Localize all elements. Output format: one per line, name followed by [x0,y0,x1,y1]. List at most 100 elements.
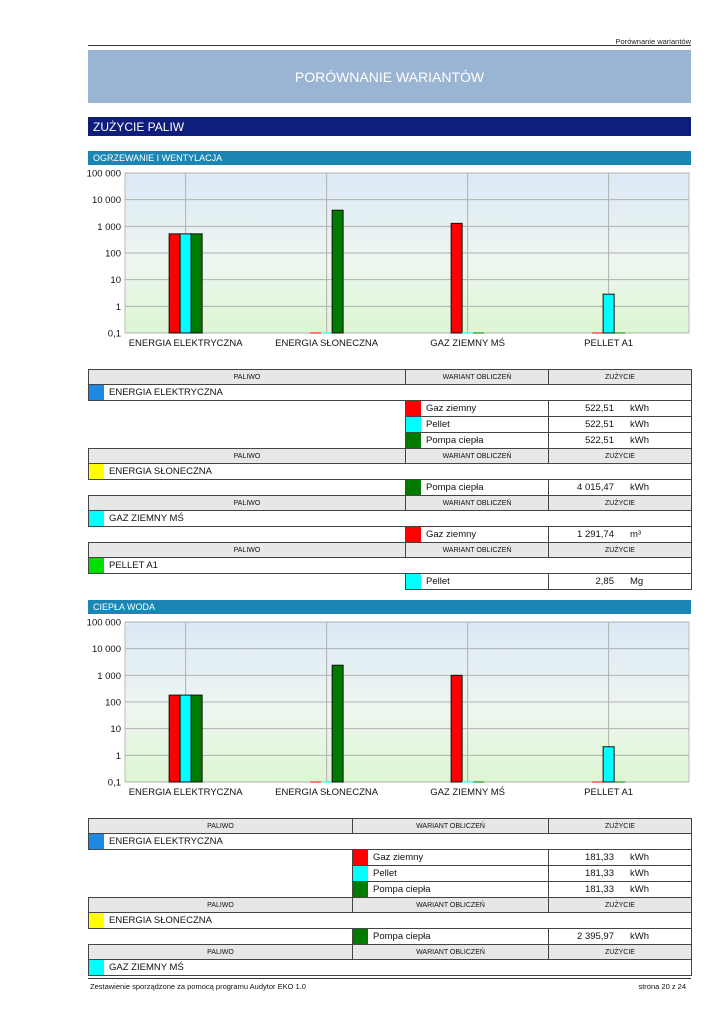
consumption-value: 522,51 [584,419,614,430]
consumption-value: 2,85 [595,576,615,587]
y-tick-label: 0,1 [108,778,121,789]
fuel-color-swatch [89,960,104,975]
y-tick-label: 100 000 [87,169,121,180]
y-tick-label: 1 [116,751,121,762]
column-header-label: PALIWO [233,546,261,554]
empty-cell [89,850,353,866]
column-header: WARIANT OBLICZEŃ [405,542,549,558]
y-tick-label: 0,1 [108,329,121,340]
fuel-cell: ENERGIA ELEKTRYCZNA [88,384,692,401]
column-header-label: WARIANT OBLICZEŃ [442,452,512,460]
variant-color-swatch [353,866,368,881]
consumption-cell: 2,85 Mg [548,573,692,590]
variant-color-swatch [353,882,368,897]
variant-row: Pompa ciepła 181,33 kWh [89,881,692,898]
consumption-unit: kWh [630,435,649,446]
variant-row: Pompa ciepła 522,51 kWh [89,432,692,449]
consumption-cell: 522,51 kWh [548,432,692,449]
variant-row: Pellet 522,51 kWh [89,416,692,433]
fuel-row: ENERGIA ELEKTRYCZNA [88,833,692,850]
column-header: PALIWO [88,818,353,834]
variant-name: Gaz ziemny [426,403,477,414]
footer-note: Zestawienie sporządzone za pomocą progra… [90,982,306,991]
consumption-value: 181,33 [584,852,614,863]
y-tick-label: 100 000 [87,618,121,629]
footer-rule [88,978,691,979]
column-header-label: ZUŻYCIE [605,822,635,830]
fuel-row: ENERGIA SŁONECZNA [88,463,692,480]
bar [179,694,192,783]
title-band: PORÓWNANIE WARIANTÓW [88,50,691,103]
fuel-row: ENERGIA SŁONECZNA [88,912,692,929]
table-header-row: PALIWO WARIANT OBLICZEŃ ZUŻYCIE [88,542,692,558]
subsection-title-hotwater: CIEPŁA WODA [93,602,156,612]
column-header: ZUŻYCIE [548,944,692,960]
consumption-value: 1 291,74 [577,529,614,540]
variant-row: Gaz ziemny 522,51 kWh [89,400,692,417]
x-tick-label: PELLET A1 [584,787,633,798]
consumption-unit: Mg [630,576,644,587]
variant-color-swatch [406,527,421,542]
variant-color-swatch [406,433,421,448]
variant-cell: Pellet [405,416,549,433]
y-tick-label: 10 000 [92,195,121,206]
column-header: ZUŻYCIE [548,495,692,511]
column-header-label: ZUŻYCIE [605,901,635,909]
column-header: ZUŻYCIE [548,818,692,834]
empty-cell [89,527,406,543]
variant-color-swatch [353,850,368,865]
y-tick-label: 10 [110,275,121,286]
page-title: PORÓWNANIE WARIANTÓW [294,69,485,85]
column-header: WARIANT OBLICZEŃ [405,369,549,385]
y-tick-label: 100 [105,698,121,709]
variant-cell: Pompa ciepła [405,432,549,449]
variant-color-swatch [406,574,421,589]
fuel-name: PELLET A1 [109,560,158,571]
column-header: WARIANT OBLICZEŃ [352,818,549,834]
column-header-label: WARIANT OBLICZEŃ [416,822,485,830]
column-header-label: WARIANT OBLICZEŃ [442,373,512,381]
fuel-color-swatch [89,558,104,573]
consumption-value: 522,51 [584,435,614,446]
section-title: ZUŻYCIE PALIW [93,120,185,134]
variant-color-swatch [406,480,421,495]
fuel-cell: ENERGIA SŁONECZNA [88,912,692,929]
consumption-unit: kWh [630,884,649,895]
consumption-value: 181,33 [584,884,614,895]
x-tick-label: GAZ ZIEMNY MŚ [430,337,505,349]
column-header: WARIANT OBLICZEŃ [352,944,549,960]
column-header-label: PALIWO [233,452,261,460]
consumption-unit: kWh [630,403,649,414]
fuel-cell: PELLET A1 [88,557,692,574]
consumption-unit: kWh [630,931,649,942]
x-tick-label: ENERGIA ELEKTRYCZNA [129,338,244,349]
column-header: WARIANT OBLICZEŃ [352,897,549,913]
x-tick-label: ENERGIA SŁONECZNA [275,338,379,349]
chart-svg: 100 000 10 000 1 000 100 10 1 0,1 ENERGIA ELEKT… [87,618,690,798]
column-header: PALIWO [88,495,406,511]
table-hotwater: PALIWO WARIANT OBLICZEŃ ZUŻYCIE ENERGIA ELE… [88,818,692,976]
bar [179,233,192,334]
fuel-name: ENERGIA SŁONECZNA [109,466,212,477]
variant-name: Pellet [426,576,450,587]
table-header-row: PALIWO WARIANT OBLICZEŃ ZUŻYCIE [88,897,692,913]
fuel-color-swatch [89,511,104,526]
variant-cell: Pompa ciepła [352,881,549,898]
variant-cell: Gaz ziemny [352,849,549,866]
fuel-cell: ENERGIA SŁONECZNA [88,463,692,480]
table-header-row: PALIWO WARIANT OBLICZEŃ ZUŻYCIE [88,818,692,834]
column-header-label: WARIANT OBLICZEŃ [442,499,512,507]
column-header-label: WARIANT OBLICZEŃ [442,546,512,554]
variant-cell: Pellet [352,865,549,882]
variant-name: Pompa ciepła [426,482,484,493]
variant-name: Pompa ciepła [373,931,431,942]
column-header: PALIWO [88,369,406,385]
consumption-cell: 4 015,47 kWh [548,479,692,496]
fuel-row: GAZ ZIEMNY MŚ [88,510,692,527]
consumption-value: 2 395,97 [577,931,614,942]
column-header-label: ZUŻYCIE [605,499,635,507]
variant-cell: Pompa ciepła [352,928,549,945]
column-header-label: ZUŻYCIE [605,373,635,381]
chart-heating: 100 000 10 000 1 000 100 10 1 0,1 ENERGIA ELEKT… [87,169,694,350]
empty-cell [89,866,353,882]
